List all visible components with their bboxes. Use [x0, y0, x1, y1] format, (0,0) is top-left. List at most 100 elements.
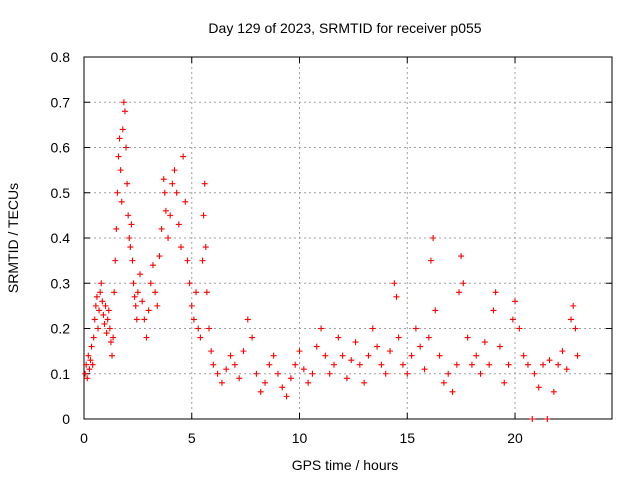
data-point	[391, 280, 398, 287]
data-point	[387, 348, 394, 355]
data-point	[283, 393, 290, 400]
x-tick-label: 15	[399, 430, 415, 446]
data-point	[121, 108, 128, 115]
data-point	[84, 375, 91, 382]
data-point	[335, 334, 342, 341]
data-point	[171, 167, 178, 174]
data-point	[103, 330, 110, 337]
y-tick-label: 0.7	[51, 94, 71, 110]
data-point	[236, 375, 243, 382]
data-point	[464, 334, 471, 341]
data-point	[126, 235, 133, 241]
data-point	[486, 361, 493, 368]
data-point	[167, 212, 174, 219]
x-tick-label: 20	[507, 430, 523, 446]
data-point	[195, 325, 202, 332]
data-point	[432, 307, 439, 314]
data-point	[458, 253, 465, 260]
data-point	[330, 361, 337, 368]
data-point	[559, 348, 566, 355]
data-point	[529, 416, 536, 422]
data-point	[361, 379, 368, 386]
data-point	[568, 316, 575, 323]
chart-title: Day 129 of 2023, SRMTID for receiver p05…	[208, 20, 481, 36]
data-point	[440, 379, 447, 386]
data-point	[203, 289, 210, 296]
data-point	[563, 366, 570, 373]
data-point	[86, 366, 93, 373]
data-point	[287, 375, 294, 382]
data-point	[106, 325, 113, 332]
grid	[84, 57, 612, 419]
data-point	[501, 379, 508, 386]
data-point	[356, 361, 363, 368]
data-point	[550, 388, 557, 395]
data-point	[468, 361, 475, 368]
data-point	[343, 375, 350, 382]
data-point	[399, 361, 406, 368]
data-point	[490, 307, 497, 314]
data-point	[200, 212, 207, 219]
data-point	[111, 289, 118, 296]
data-point	[214, 370, 221, 377]
data-point	[218, 379, 225, 386]
y-axis-label: SRMTID / TECUs	[5, 183, 21, 293]
data-point	[177, 244, 184, 251]
y-tick-label: 0.8	[51, 49, 71, 65]
data-point	[130, 280, 137, 287]
data-point	[112, 257, 119, 264]
data-point	[180, 153, 187, 160]
data-point	[114, 189, 121, 196]
data-point	[492, 289, 499, 296]
data-point	[133, 316, 140, 323]
data-point	[453, 361, 460, 368]
data-point	[149, 262, 156, 269]
data-point	[132, 302, 139, 309]
data-point	[113, 225, 120, 232]
data-point	[85, 352, 92, 359]
data-point	[119, 126, 126, 133]
data-point	[270, 352, 277, 359]
data-point	[318, 325, 325, 332]
axis-ticks: 0 5 10 15 20 0 0.1 0.2 0.3 0.4 0.5 0.6 0.7 0.8	[51, 49, 612, 446]
data-point	[104, 316, 111, 323]
data-point	[369, 325, 376, 332]
data-point	[145, 307, 152, 314]
data-point	[129, 257, 136, 264]
data-point	[412, 325, 419, 332]
data-point	[253, 370, 260, 377]
data-point	[473, 352, 480, 359]
data-point	[139, 298, 146, 305]
data-point	[134, 289, 141, 296]
data-point	[96, 307, 103, 314]
y-tick-label: 0.3	[51, 275, 71, 291]
data-point	[92, 302, 99, 309]
data-point	[408, 352, 415, 359]
data-point	[160, 176, 167, 183]
data-point	[152, 289, 159, 296]
data-point	[417, 343, 424, 350]
data-point	[101, 320, 108, 327]
data-point	[120, 99, 127, 106]
data-point	[477, 370, 484, 377]
data-points	[82, 99, 581, 422]
data-point	[199, 257, 206, 264]
data-point	[382, 370, 389, 377]
data-point	[125, 212, 132, 219]
data-point	[87, 357, 94, 364]
data-point	[305, 379, 312, 386]
data-point	[555, 361, 562, 368]
x-tick-label: 0	[80, 430, 88, 446]
data-point	[141, 316, 148, 323]
y-tick-label: 0.4	[51, 230, 71, 246]
data-point	[165, 235, 172, 241]
data-point	[193, 289, 200, 296]
data-point	[378, 361, 385, 368]
data-point	[425, 334, 432, 341]
data-point	[83, 361, 90, 368]
data-point	[190, 316, 197, 323]
data-point	[574, 352, 581, 359]
data-point	[524, 361, 531, 368]
data-point	[481, 339, 488, 346]
